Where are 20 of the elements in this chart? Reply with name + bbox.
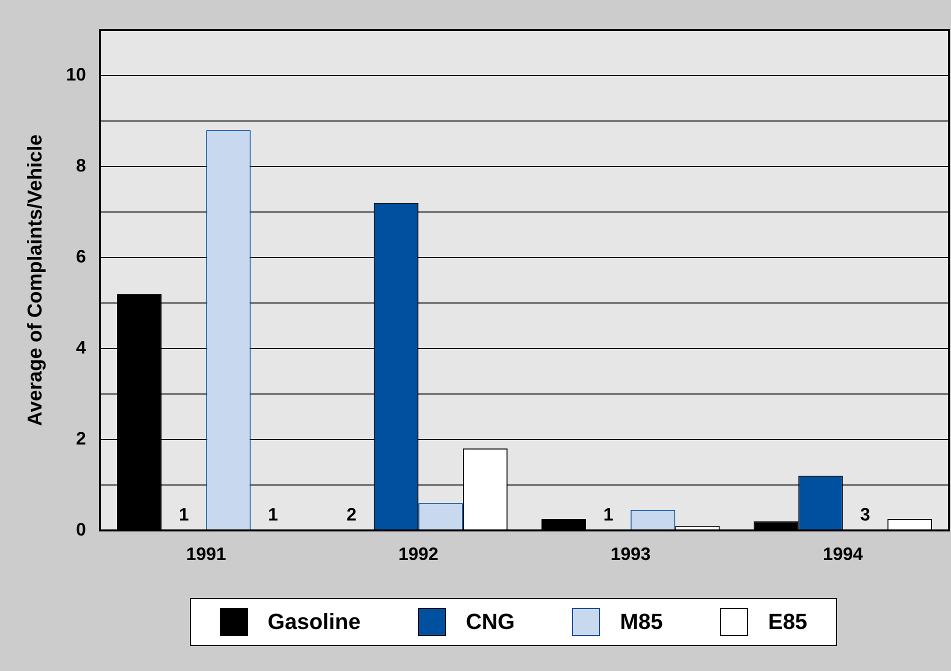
annotation: 1 (178, 504, 189, 524)
y-tick-label: 4 (76, 337, 86, 358)
y-axis-title: Average of Complaints/Vehicle (24, 134, 47, 426)
annotation: 2 (346, 504, 357, 524)
legend-label: E85 (768, 609, 808, 635)
y-tick-label: 2 (76, 428, 86, 448)
x-tick-label: 1994 (822, 544, 863, 564)
legend-label: M85 (620, 609, 663, 635)
legend-label: CNG (466, 609, 515, 635)
annotation: 1 (268, 504, 278, 524)
y-tick-label: 6 (76, 246, 86, 266)
x-tick-label: 1993 (610, 544, 651, 564)
x-tick-label: 1991 (186, 544, 226, 564)
annotation: 1 (603, 504, 614, 524)
annotation: 3 (860, 504, 870, 524)
y-tick-label: 0 (76, 519, 86, 540)
y-tick-label: 8 (76, 155, 86, 176)
y-tick-label: 10 (66, 64, 86, 84)
x-tick-label: 1992 (398, 544, 438, 564)
legend-label: Gasoline (268, 609, 361, 635)
